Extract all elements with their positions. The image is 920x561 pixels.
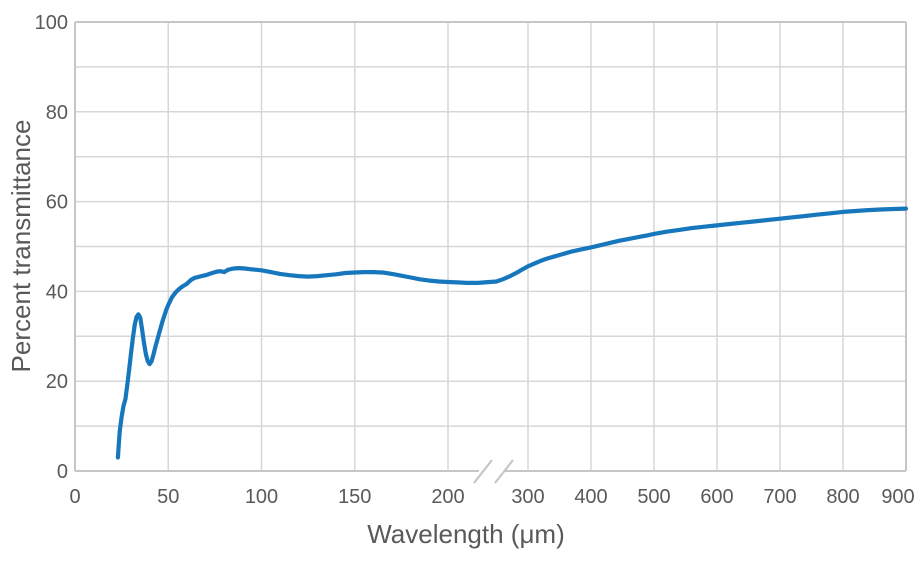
x-tick-label: 800 xyxy=(826,486,859,508)
tick-label-layer: 0 50 100 150 200 300 400 500 600 700 800 900 0 20 40 60… xyxy=(35,12,915,508)
plot-border-layer xyxy=(74,21,907,484)
y-tick-label: 40 xyxy=(46,281,68,303)
x-tick-label: 400 xyxy=(574,486,607,508)
y-axis-title: Percent transmittance xyxy=(6,120,36,373)
x-tick-label: 0 xyxy=(69,486,80,508)
x-axis-title: Wavelength (μm) xyxy=(367,519,565,549)
y-tick-label: 80 xyxy=(46,102,68,124)
x-tick-label: 500 xyxy=(637,486,670,508)
x-tick-label: 200 xyxy=(431,486,464,508)
x-tick-label: 100 xyxy=(245,486,278,508)
x-tick-label: 150 xyxy=(338,486,371,508)
y-tick-label: 20 xyxy=(46,371,68,393)
y-tick-label: 100 xyxy=(35,12,68,34)
x-tick-label: 300 xyxy=(511,486,544,508)
plot-border xyxy=(74,21,907,472)
y-tick-label: 0 xyxy=(57,461,68,483)
x-tick-label: 700 xyxy=(763,486,796,508)
x-tick-label: 900 xyxy=(881,486,914,508)
y-tick-label: 60 xyxy=(46,192,68,214)
x-axis-break-icon xyxy=(473,459,514,484)
x-tick-label: 50 xyxy=(157,486,179,508)
x-tick-label: 600 xyxy=(700,486,733,508)
grid-layer xyxy=(75,22,906,471)
transmittance-curve xyxy=(115,206,909,460)
curve-layer xyxy=(115,206,909,460)
